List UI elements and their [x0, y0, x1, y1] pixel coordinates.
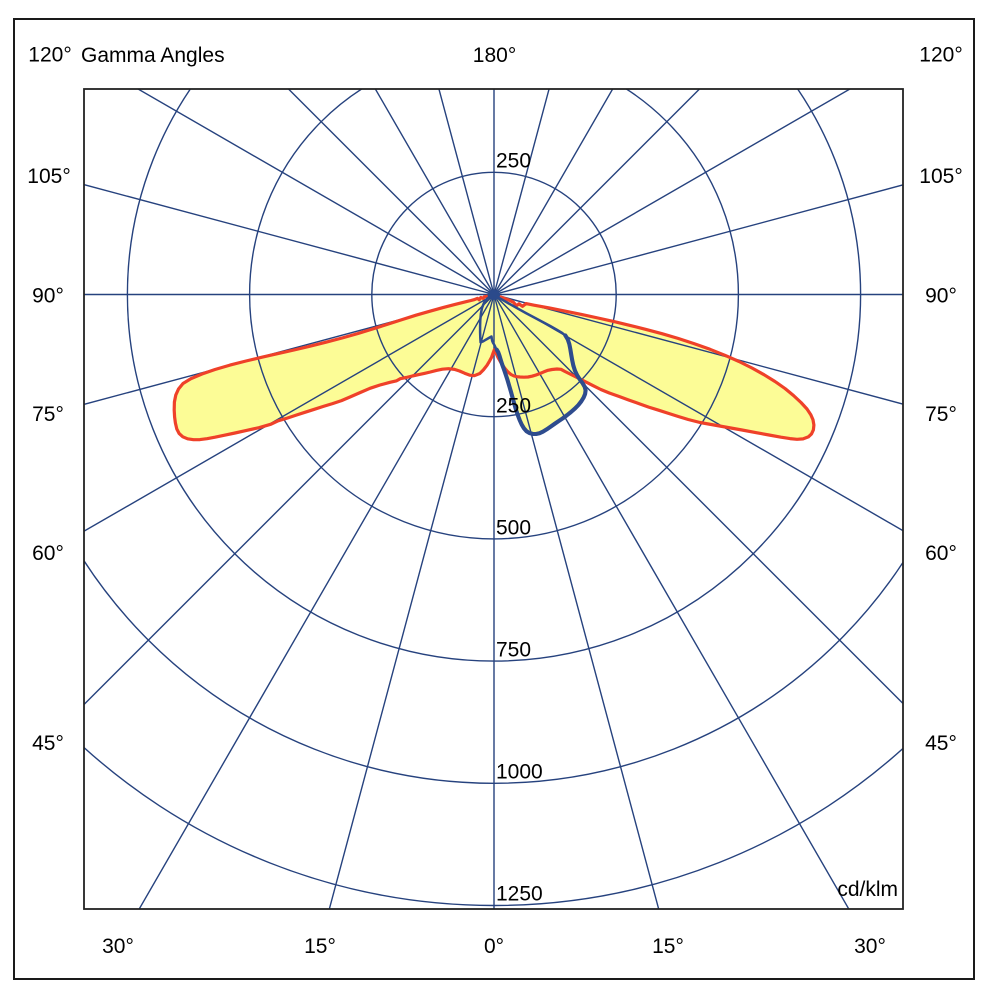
svg-text:30°: 30°: [854, 935, 886, 958]
svg-text:250: 250: [496, 150, 531, 173]
svg-text:15°: 15°: [304, 935, 336, 958]
svg-text:75°: 75°: [925, 403, 957, 426]
svg-text:90°: 90°: [32, 285, 64, 308]
svg-text:60°: 60°: [32, 542, 64, 565]
svg-text:15°: 15°: [652, 935, 684, 958]
svg-text:750: 750: [496, 639, 531, 662]
svg-text:75°: 75°: [32, 403, 64, 426]
svg-text:250: 250: [496, 395, 531, 418]
svg-text:0°: 0°: [484, 935, 504, 958]
svg-text:500: 500: [496, 517, 531, 540]
svg-text:105°: 105°: [27, 165, 70, 188]
svg-text:120°: 120°: [28, 44, 71, 67]
svg-text:180°: 180°: [473, 44, 516, 67]
svg-text:90°: 90°: [925, 285, 957, 308]
svg-text:60°: 60°: [925, 542, 957, 565]
svg-text:Gamma Angles: Gamma Angles: [81, 44, 225, 67]
svg-text:cd/klm: cd/klm: [837, 878, 898, 901]
svg-text:105°: 105°: [919, 165, 962, 188]
svg-text:1250: 1250: [496, 883, 543, 906]
svg-text:120°: 120°: [919, 44, 962, 67]
svg-text:30°: 30°: [102, 935, 134, 958]
svg-text:45°: 45°: [32, 732, 64, 755]
svg-text:45°: 45°: [925, 732, 957, 755]
svg-text:1000: 1000: [496, 761, 543, 784]
